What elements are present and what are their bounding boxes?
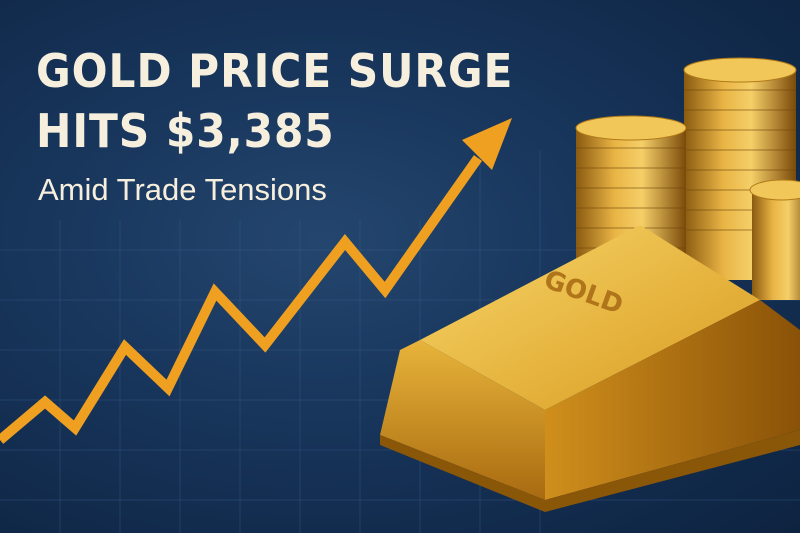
subtitle: Amid Trade Tensions <box>38 172 327 207</box>
gold-bar: GOLD <box>380 225 800 512</box>
headline-line-2: HITS $3,385 <box>36 104 335 158</box>
headline-line-1: GOLD PRICE SURGE <box>36 44 514 98</box>
trend-arrow-icon <box>0 118 512 444</box>
